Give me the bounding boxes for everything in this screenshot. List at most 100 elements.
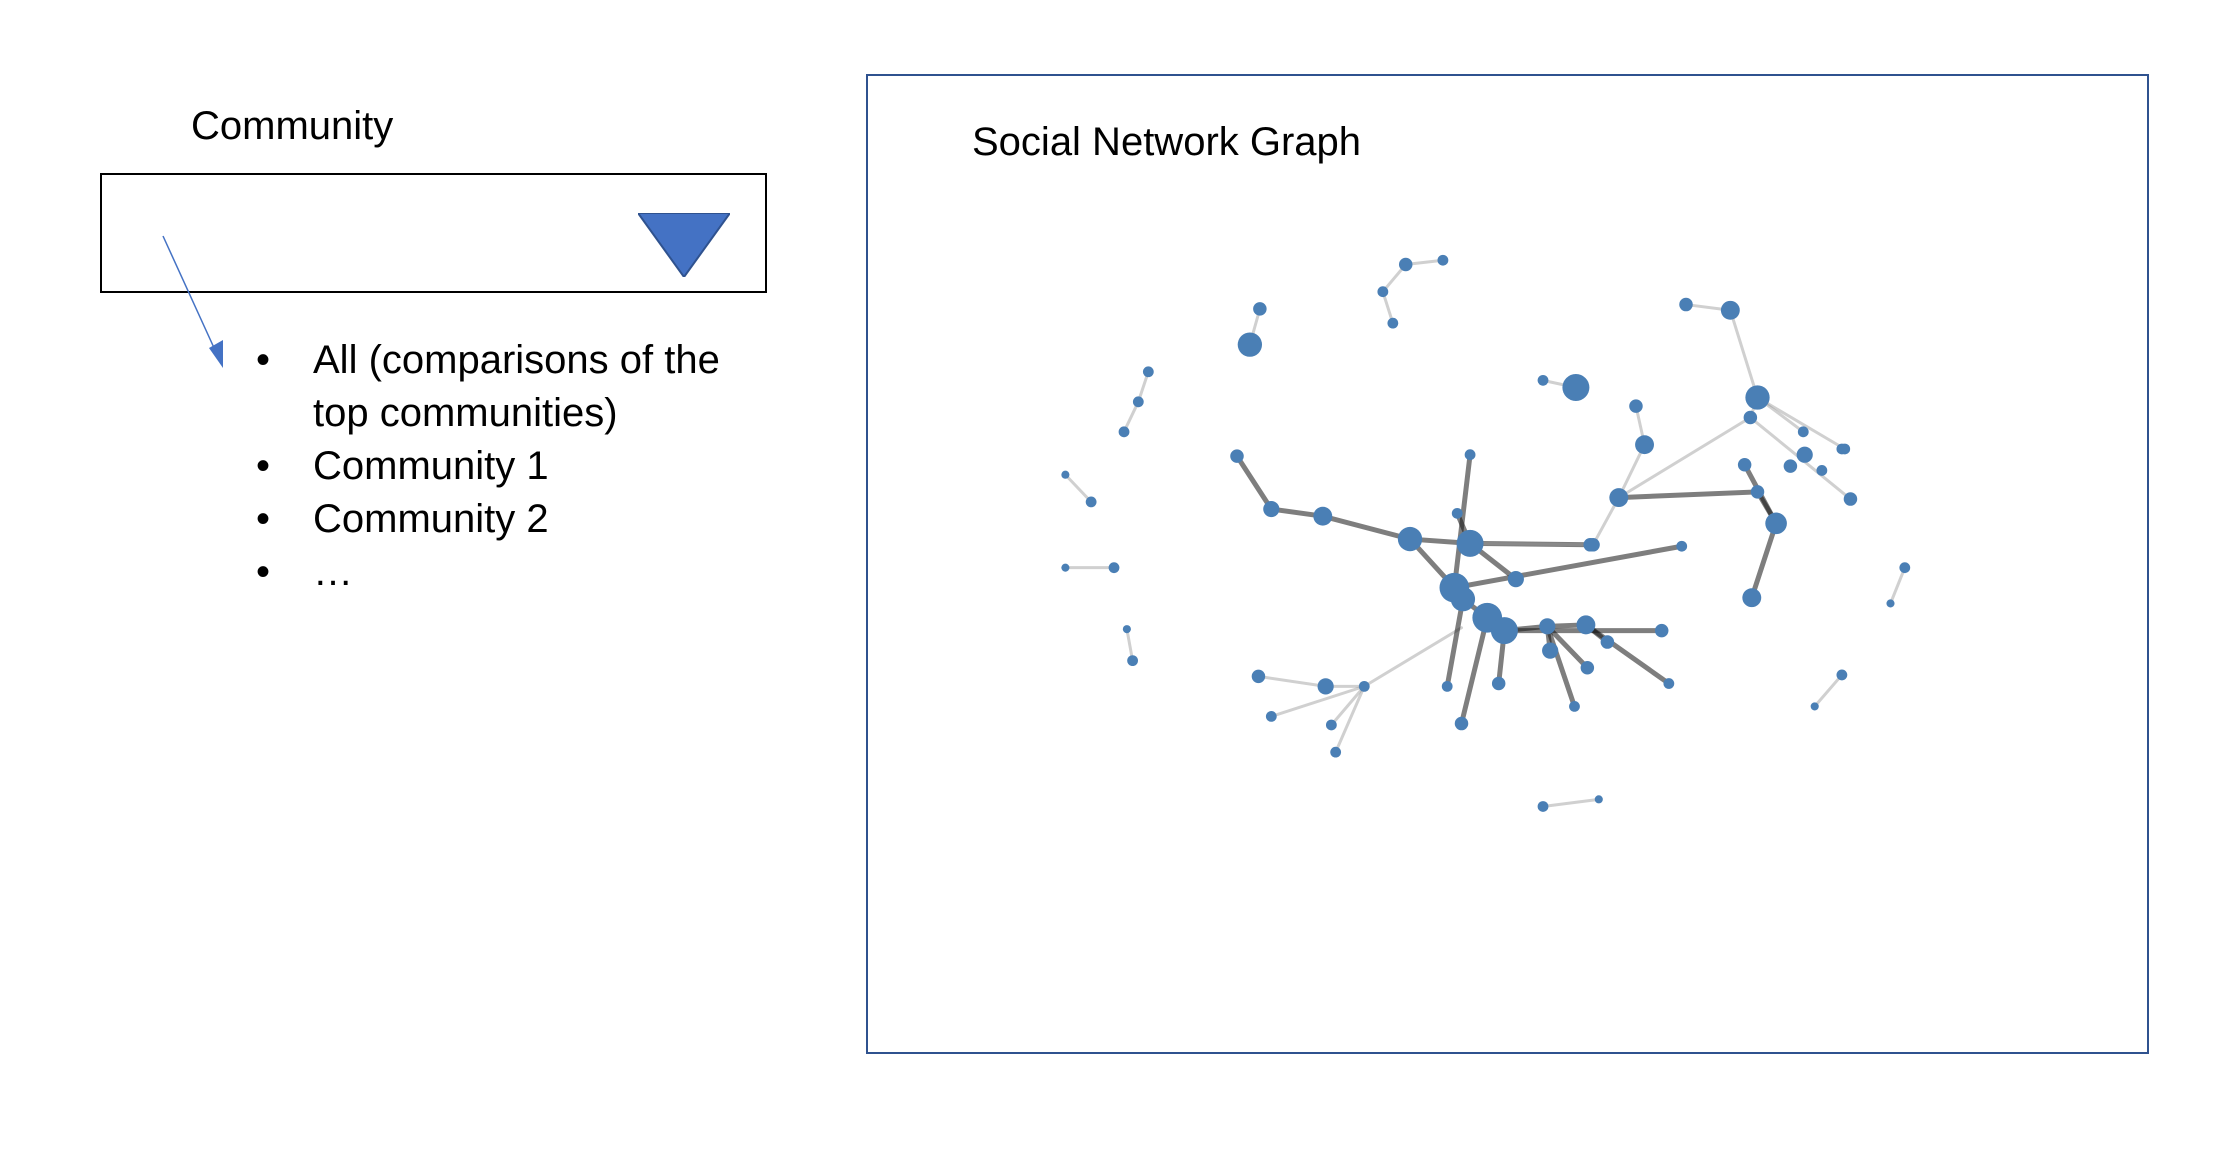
- option-community-2[interactable]: • Community 2: [250, 493, 770, 546]
- graph-title: Social Network Graph: [972, 120, 1362, 164]
- graph-node: [1237, 332, 1263, 357]
- graph-node: [1253, 302, 1267, 316]
- bullet: •: [256, 444, 271, 488]
- graph-node: [1122, 625, 1131, 634]
- dropdown-triangle-icon[interactable]: [638, 213, 730, 277]
- graph-node: [1743, 410, 1758, 425]
- option-label: All (comparisons of the top communities): [313, 338, 720, 435]
- graph-node: [1836, 669, 1848, 681]
- graph-node: [1750, 485, 1765, 499]
- option-label: Community 1: [313, 444, 549, 488]
- graph-edge: [1889, 566, 1907, 605]
- network-graph-canvas: [1061, 254, 1911, 812]
- graph-node: [1886, 599, 1895, 608]
- option-label: Community 2: [313, 497, 549, 541]
- graph-node: [1663, 678, 1675, 689]
- graph-node: [1594, 795, 1603, 804]
- option-community-1[interactable]: • Community 1: [250, 440, 770, 493]
- graph-edge: [1749, 520, 1779, 601]
- graph-node: [1542, 642, 1559, 659]
- graph-node: [1437, 254, 1449, 266]
- graph-node: [1490, 617, 1518, 645]
- graph-edge: [1468, 496, 1621, 547]
- graph-node: [1454, 716, 1469, 731]
- graph-node: [1358, 680, 1370, 692]
- graph-node: [1539, 618, 1556, 635]
- graph-node: [1325, 719, 1337, 731]
- graph-edge: [1467, 540, 1593, 548]
- graph-edge: [1362, 626, 1463, 688]
- graph-node: [1108, 562, 1120, 574]
- graph-edge: [1616, 489, 1779, 526]
- graph-node: [1265, 711, 1277, 722]
- graph-nodes: [1061, 254, 1911, 812]
- graph-node: [1839, 443, 1851, 455]
- graph-node: [1132, 396, 1144, 408]
- graph-node: [1061, 563, 1070, 572]
- bullet: •: [256, 497, 271, 541]
- graph-node: [1899, 562, 1911, 574]
- graph-edge: [1122, 400, 1140, 434]
- community-dropdown[interactable]: [100, 173, 767, 293]
- graph-node: [1810, 702, 1819, 711]
- graph-node: [1742, 588, 1762, 608]
- graph-node: [1456, 529, 1484, 557]
- graph-node: [1398, 257, 1413, 272]
- graph-node: [1654, 623, 1669, 638]
- graph-node: [1230, 449, 1244, 463]
- graph-node: [1676, 540, 1688, 552]
- graph-edge: [1544, 623, 1577, 709]
- graph-node: [1635, 435, 1654, 455]
- graph-edge: [1269, 684, 1366, 718]
- graph-node: [1562, 374, 1590, 401]
- graph-node: [1609, 488, 1629, 508]
- graph-node: [1745, 385, 1770, 410]
- bullet: •: [256, 338, 271, 382]
- graph-edge: [1451, 543, 1685, 591]
- graph-node: [1118, 426, 1130, 438]
- option-more[interactable]: • …: [250, 546, 770, 599]
- graph-edge: [1813, 673, 1844, 708]
- community-filter-label: Community: [191, 104, 394, 148]
- graph-node: [1251, 669, 1266, 684]
- graph-edge: [1444, 596, 1466, 689]
- graph-node: [1377, 286, 1389, 298]
- graph-node: [1816, 465, 1828, 476]
- graph-node: [1629, 399, 1643, 413]
- graph-node: [1580, 661, 1595, 675]
- graph-node: [1330, 746, 1342, 758]
- graph-node: [1783, 459, 1798, 473]
- graph-node: [1765, 512, 1787, 535]
- graph-node: [1569, 700, 1580, 712]
- bullet: •: [256, 550, 271, 594]
- graph-node: [1576, 615, 1596, 635]
- graph-node: [1450, 586, 1476, 612]
- graph-node: [1843, 492, 1858, 506]
- graph-edge: [1544, 623, 1590, 671]
- graph-node: [1263, 500, 1280, 518]
- graph-edge: [1583, 622, 1672, 687]
- callout-arrow-icon: [162, 235, 223, 368]
- graph-node: [1679, 297, 1693, 312]
- graph-edge: [1451, 452, 1473, 591]
- graph-node: [1313, 506, 1333, 526]
- graph-edge: [1329, 684, 1366, 727]
- graph-node: [1387, 317, 1399, 329]
- graph-node: [1797, 426, 1809, 438]
- graph-node: [1441, 680, 1453, 692]
- graph-edge: [1459, 615, 1490, 727]
- graph-edge: [1617, 416, 1752, 500]
- graph-edge: [1541, 797, 1601, 808]
- graph-node: [1317, 678, 1334, 695]
- graph-node: [1600, 635, 1615, 649]
- option-all[interactable]: • All (comparisons of the top communitie…: [250, 334, 770, 440]
- graph-node: [1061, 470, 1070, 479]
- graph-edge: [1334, 684, 1366, 754]
- graph-edge: [1256, 674, 1366, 688]
- graph-node: [1796, 446, 1813, 463]
- graph-node: [1397, 526, 1423, 552]
- graph-node: [1142, 366, 1154, 378]
- graph-edge: [1234, 453, 1473, 546]
- community-options-list: • All (comparisons of the top communitie…: [250, 334, 770, 599]
- graph-edge: [1756, 396, 1847, 451]
